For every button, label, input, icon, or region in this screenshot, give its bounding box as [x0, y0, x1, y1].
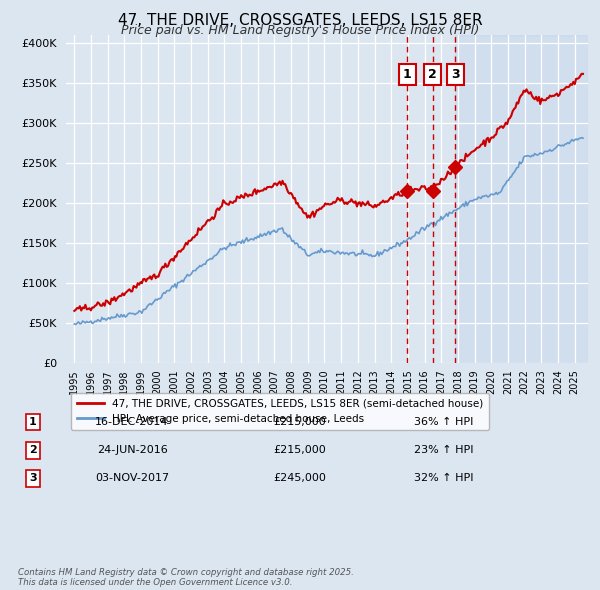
Text: 2: 2: [29, 445, 37, 455]
Text: 32% ↑ HPI: 32% ↑ HPI: [414, 474, 474, 483]
Text: 24-JUN-2016: 24-JUN-2016: [97, 445, 167, 455]
Text: Contains HM Land Registry data © Crown copyright and database right 2025.
This d: Contains HM Land Registry data © Crown c…: [18, 568, 354, 587]
Text: 2: 2: [428, 68, 437, 81]
Text: 23% ↑ HPI: 23% ↑ HPI: [414, 445, 474, 455]
Text: £215,000: £215,000: [274, 417, 326, 427]
Text: 3: 3: [451, 68, 460, 81]
Text: 16-DEC-2014: 16-DEC-2014: [95, 417, 169, 427]
Legend: 47, THE DRIVE, CROSSGATES, LEEDS, LS15 8ER (semi-detached house), HPI: Average p: 47, THE DRIVE, CROSSGATES, LEEDS, LS15 8…: [71, 392, 490, 430]
Text: 47, THE DRIVE, CROSSGATES, LEEDS, LS15 8ER: 47, THE DRIVE, CROSSGATES, LEEDS, LS15 8…: [118, 13, 482, 28]
Text: £215,000: £215,000: [274, 445, 326, 455]
Text: Price paid vs. HM Land Registry's House Price Index (HPI): Price paid vs. HM Land Registry's House …: [121, 24, 479, 37]
Text: 1: 1: [403, 68, 412, 81]
Text: 36% ↑ HPI: 36% ↑ HPI: [415, 417, 473, 427]
Text: 3: 3: [29, 474, 37, 483]
Text: 1: 1: [29, 417, 37, 427]
Text: £245,000: £245,000: [274, 474, 326, 483]
Text: 03-NOV-2017: 03-NOV-2017: [95, 474, 169, 483]
Bar: [455, 35, 588, 363]
